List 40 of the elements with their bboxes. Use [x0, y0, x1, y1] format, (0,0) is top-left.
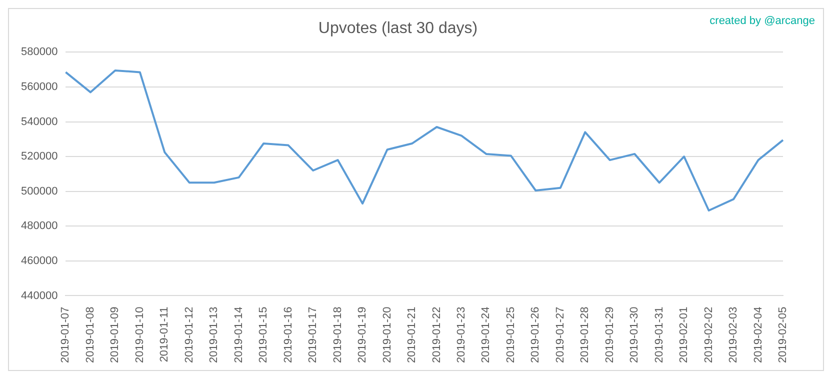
- y-tick-label: 540000: [20, 116, 58, 128]
- y-tick-label: 440000: [20, 290, 58, 302]
- x-tick-label: 2019-02-04: [752, 306, 764, 364]
- x-tick-label: 2019-01-25: [504, 306, 517, 364]
- x-tick-label: 2019-01-29: [604, 306, 616, 364]
- y-tick-label: 480000: [20, 220, 58, 232]
- x-tick-label: 2019-01-27: [554, 306, 566, 364]
- y-tick-label: 520000: [20, 150, 58, 163]
- x-tick-label: 2019-02-03: [728, 306, 740, 364]
- x-tick-label: 2019-01-09: [109, 306, 122, 364]
- x-tick-label: 2019-01-22: [430, 306, 443, 364]
- x-tick-label: 2019-01-15: [258, 306, 270, 364]
- y-tick-label: 580000: [20, 46, 58, 58]
- x-tick-label: 2019-01-10: [134, 306, 146, 364]
- y-tick-label: 500000: [20, 185, 58, 198]
- x-tick-label: 2019-01-20: [381, 306, 394, 364]
- x-tick-label: 2019-01-21: [406, 306, 418, 364]
- x-tick-label: 2019-01-31: [653, 306, 666, 364]
- x-tick-label: 2019-01-08: [84, 306, 96, 364]
- x-tick-label: 2019-01-23: [455, 306, 468, 364]
- x-tick-label: 2019-01-24: [480, 306, 492, 364]
- x-tick-label: 2019-01-19: [356, 306, 369, 364]
- text: created by @arcange: [710, 15, 815, 27]
- x-tick-label: 2019-02-01: [678, 306, 690, 364]
- x-tick-label: 2019-01-07: [60, 306, 72, 364]
- x-tick-label: 2019-02-05: [777, 306, 790, 364]
- chart-title: Upvotes (last 30 days): [318, 20, 478, 38]
- x-tick-label: 2019-01-30: [628, 306, 641, 364]
- x-tick-label: 2019-01-14: [232, 306, 245, 364]
- x-tick-label: 2019-01-16: [282, 306, 294, 364]
- x-tick-label: 2019-01-12: [183, 306, 196, 364]
- x-tick-label: 2019-01-26: [530, 306, 542, 364]
- x-tick-label: 2019-01-17: [307, 306, 320, 364]
- x-tick-label: 2019-01-28: [579, 306, 592, 364]
- y-tick-label: 460000: [20, 254, 58, 267]
- x-tick-label: 2019-02-02: [702, 306, 715, 364]
- y-tick-label: 560000: [20, 81, 58, 94]
- x-tick-label: 2019-01-18: [332, 306, 344, 364]
- x-tick-label: 2019-01-11: [158, 306, 171, 362]
- x-tick-label: 2019-01-13: [208, 306, 220, 364]
